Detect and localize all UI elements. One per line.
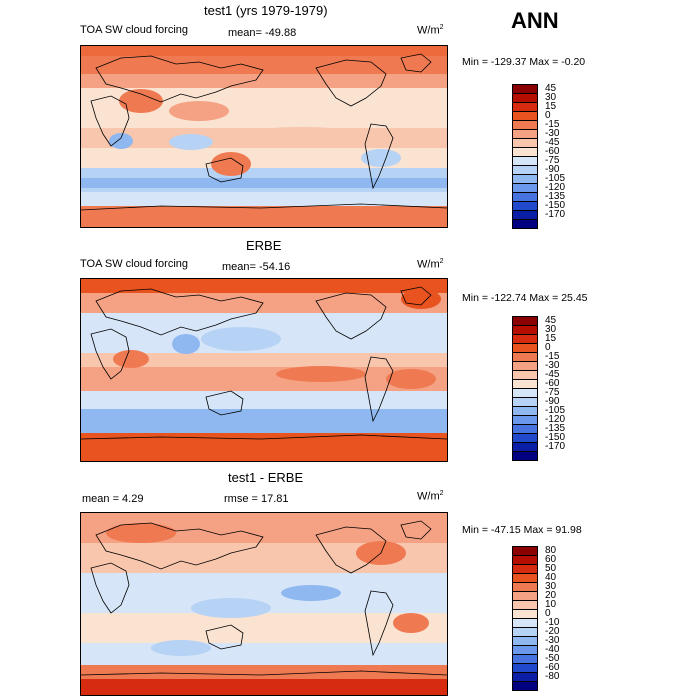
panel2-colorbar-tick: -30 [545,360,560,371]
panel2-colorbar-tick: -75 [545,387,560,398]
panel3-colorbar-tick: 60 [545,554,557,565]
panel2-colorbar-tick: -120 [545,414,566,425]
panel2-title: ERBE [246,238,282,253]
panel1-colorbar-tick: -105 [545,173,566,184]
panel3-map-field [81,513,447,695]
panel3-minmax: Min = -47.15 Max = 91.98 [462,524,582,536]
panel1-mean: mean= -49.88 [228,27,297,39]
panel3-colorbar-tick: -10 [545,617,560,628]
panel3-colorbar-tick: -30 [545,635,560,646]
panel1-title: test1 (yrs 1979-1979) [204,3,328,18]
panel3-units: W/m2 [417,490,444,503]
panel3-colorbar-tick: 20 [545,590,557,601]
colorbar-swatch [512,681,538,691]
panel2-colorbar-tick: -90 [545,396,560,407]
panel2-colorbar-tick: 30 [545,324,557,335]
panel1-colorbar-tick: -60 [545,146,560,157]
panel3-colorbar-tick: 10 [545,599,557,610]
panel1-colorbar-tick: -75 [545,155,560,166]
panel3-colorbar-tick: -20 [545,626,560,637]
panel1-colorbar-tick: -150 [545,200,566,211]
panel1-map-field [81,46,447,227]
panel1-colorbar-tick: 15 [545,101,557,112]
panel2-colorbar-tick: -105 [545,405,566,416]
panel1-colorbar-tick: -15 [545,119,560,130]
panel1-colorbar-tick: -170 [545,209,566,220]
panel3-colorbar-tick: 0 [545,608,551,619]
colorbar-swatch [512,219,538,229]
panel1-colorbar-tick: -45 [545,137,560,148]
panel3-colorbar-tick: -50 [545,653,560,664]
panel2-colorbar-tick: 15 [545,333,557,344]
panel3-colorbar-tick: -60 [545,662,560,673]
season-label: ANN [511,8,559,33]
panel1-units: W/m2 [417,24,444,37]
panel2-colorbar-tick: -45 [545,369,560,380]
panel3-colorbar-tick: 30 [545,581,557,592]
colorbar-swatch [512,451,538,461]
panel2-mean: mean= -54.16 [222,261,291,273]
panel1-colorbar-tick: -90 [545,164,560,175]
panel1-variable: TOA SW cloud forcing [80,24,189,36]
panel3-colorbar-tick: 50 [545,563,557,574]
panel2-units: W/m2 [417,258,444,271]
panel3-colorbar-tick: -80 [545,671,560,682]
panel3-rmse: rmse = 17.81 [224,493,289,505]
panel1-colorbar-tick: -135 [545,191,566,202]
panel2-colorbar-tick: -15 [545,351,560,362]
panel2-minmax: Min = -122.74 Max = 25.45 [462,292,588,304]
panel1-map [80,45,448,228]
panel3-map [80,512,448,696]
panel2-colorbar-tick: 0 [545,342,551,353]
panel2-variable: TOA SW cloud forcing [80,258,189,270]
panel1-colorbar-tick: 0 [545,110,551,121]
panel2-colorbar-tick: -60 [545,378,560,389]
panel3-colorbar-tick: -40 [545,644,560,655]
panel2-map [80,278,448,462]
panel2-colorbar-tick: -150 [545,432,566,443]
panel2-colorbar-tick: -135 [545,423,566,434]
panel1-colorbar-tick: -120 [545,182,566,193]
panel2-colorbar-tick: 45 [545,315,557,326]
panel3-title: test1 - ERBE [228,470,304,485]
panel1-colorbar-tick: -30 [545,128,560,139]
panel1-colorbar-tick: 30 [545,92,557,103]
panel1-colorbar-tick: 45 [545,83,557,94]
panel2-colorbar-tick: -170 [545,441,566,452]
panel1-minmax: Min = -129.37 Max = -0.20 [462,56,586,68]
panel3-colorbar-tick: 40 [545,572,557,583]
panel2-map-field [81,279,447,461]
panel3-mean: mean = 4.29 [82,493,144,505]
panel3-colorbar-tick: 80 [545,545,557,556]
